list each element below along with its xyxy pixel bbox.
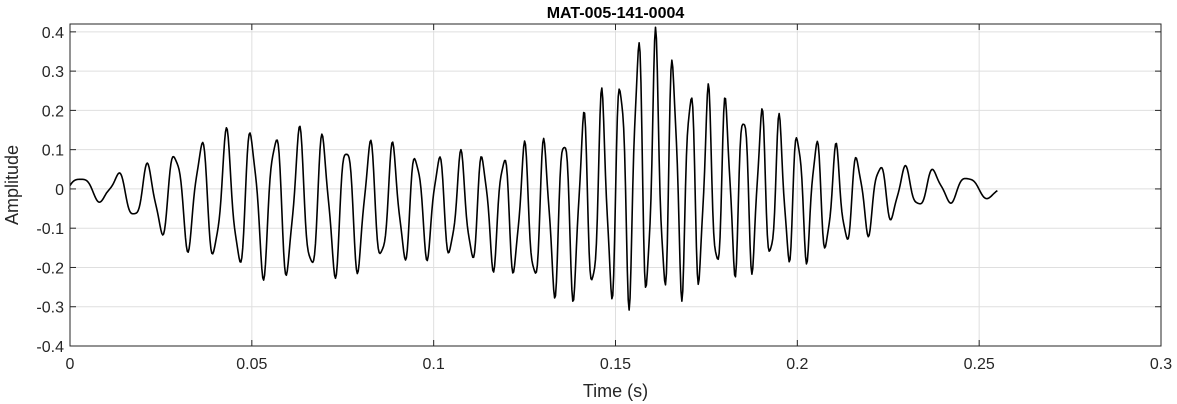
y-tick-label: 0.2 (42, 103, 64, 120)
y-tick-label: 0.1 (42, 143, 64, 160)
x-tick-label: 0.3 (1150, 356, 1172, 373)
y-tick-labels: -0.4 -0.3 -0.2 -0.1 0 0.1 0.2 0.3 0.4 (36, 25, 64, 356)
y-tick-label: 0.4 (42, 25, 64, 42)
y-tick-label: 0 (55, 182, 64, 199)
y-tick-label: -0.4 (36, 339, 64, 356)
chart-title: MAT-005-141-0004 (547, 5, 685, 22)
x-tick-label: 0 (66, 356, 75, 373)
y-tick-label: -0.3 (36, 300, 64, 317)
x-tick-label: 0.05 (236, 356, 267, 373)
y-tick-label: -0.2 (36, 260, 64, 277)
grid (69, 24, 1162, 347)
series-group (70, 26, 998, 311)
x-tick-labels: 0 0.05 0.1 0.15 0.2 0.25 0.3 (66, 356, 1173, 373)
series-line (70, 26, 998, 311)
x-tick-label: 0.1 (423, 356, 445, 373)
tick-marks (69, 24, 1162, 347)
x-tick-label: 0.15 (600, 356, 631, 373)
y-tick-label: 0.3 (42, 64, 64, 81)
x-axis-label: Time (s) (583, 381, 648, 401)
x-tick-label: 0.2 (786, 356, 808, 373)
y-tick-label: -0.1 (36, 221, 64, 238)
y-axis-label: Amplitude (2, 145, 22, 225)
x-tick-label: 0.25 (964, 356, 995, 373)
